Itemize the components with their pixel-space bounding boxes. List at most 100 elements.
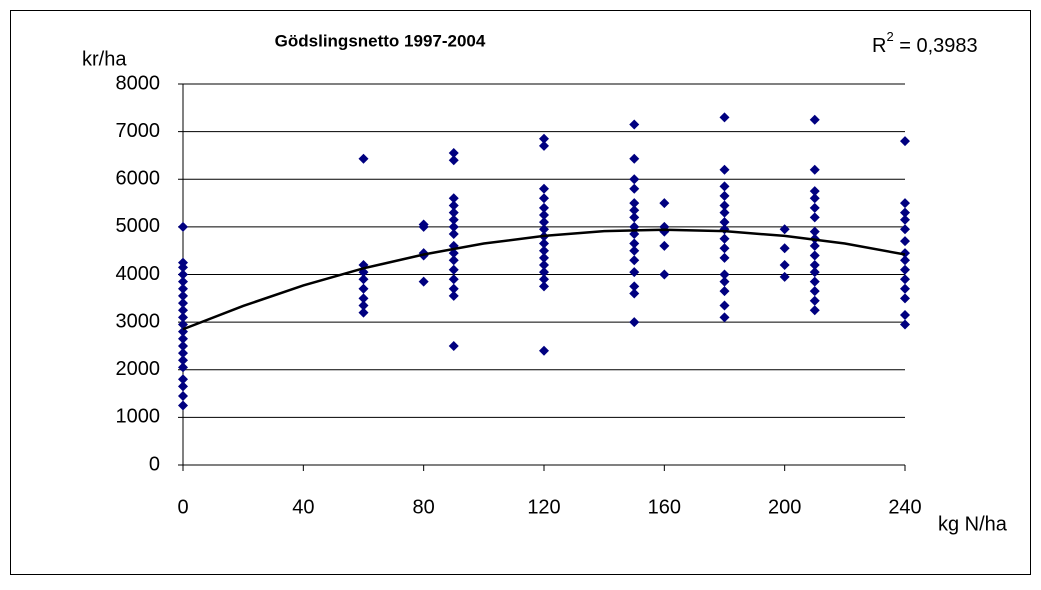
scatter-point: [629, 317, 640, 328]
y-tick-label: 1000: [116, 406, 161, 428]
scatter-point: [178, 262, 188, 273]
scatter-point: [539, 238, 549, 249]
scatter-point: [539, 202, 549, 213]
x-tick-label: 0: [177, 496, 188, 518]
scatter-point: [629, 174, 640, 185]
scatter-point: [809, 164, 820, 175]
y-axis-label: kr/ha: [82, 48, 127, 70]
scatter-point: [358, 274, 369, 285]
scatter-point: [779, 243, 790, 254]
scatter-point: [809, 240, 820, 251]
x-tick-label: 200: [768, 496, 801, 518]
scatter-point: [358, 307, 369, 318]
r-superscript: 2: [886, 29, 893, 44]
scatter-point: [719, 207, 730, 218]
scatter-point: [178, 362, 188, 373]
chart-border: [10, 10, 1031, 575]
scatter-point: [900, 214, 910, 225]
scatter-point: [178, 312, 188, 323]
scatter-point: [448, 193, 459, 204]
y-tick-label: 7000: [116, 120, 161, 142]
scatter-point: [539, 209, 549, 220]
scatter-point: [448, 264, 459, 275]
scatter-point: [809, 267, 820, 278]
scatter-point: [629, 267, 640, 278]
scatter-point: [719, 181, 730, 192]
scatter-point: [448, 283, 459, 294]
scatter-point: [178, 298, 188, 309]
scatter-point: [539, 193, 549, 204]
scatter-point: [900, 293, 910, 304]
scatter-point: [629, 198, 640, 209]
chart-title: Gödslingsnetto 1997-2004: [275, 31, 486, 50]
x-tick-label: 80: [413, 496, 435, 518]
x-tick-label: 40: [292, 496, 314, 518]
scatter-point: [629, 281, 640, 292]
scatter-point: [900, 309, 910, 320]
r-value: = 0,3983: [894, 35, 978, 57]
scatter-point: [659, 240, 670, 251]
scatter-point: [719, 200, 730, 211]
y-tick-label: 4000: [116, 263, 161, 285]
scatter-point: [900, 319, 910, 330]
scatter-point: [900, 236, 910, 247]
scatter-point: [448, 200, 459, 211]
scatter-point: [809, 259, 820, 270]
scatter-point: [629, 255, 640, 266]
scatter-point: [719, 276, 730, 287]
scatter-point: [659, 269, 670, 280]
scatter-point: [809, 114, 820, 125]
y-tick-label: 5000: [116, 215, 161, 237]
scatter-point: [448, 290, 459, 301]
scatter-point: [539, 252, 549, 263]
scatter-point: [539, 183, 549, 194]
scatter-point: [629, 183, 640, 194]
scatter-point: [809, 305, 820, 316]
scatter-point: [178, 381, 188, 392]
scatter-point: [719, 190, 730, 201]
y-tick-label: 3000: [116, 310, 161, 332]
y-tick-label: 8000: [116, 72, 161, 94]
x-axis-label: kg N/ha: [938, 513, 1008, 535]
scatter-point: [809, 295, 820, 306]
scatter-point: [809, 250, 820, 261]
trend-line: [182, 228, 906, 331]
scatter-point: [539, 259, 549, 270]
scatter-point: [448, 221, 459, 232]
scatter-point: [900, 224, 910, 235]
scatter-point: [900, 136, 910, 147]
scatter-point: [178, 305, 188, 316]
scatter-point: [418, 276, 429, 287]
scatter-point: [539, 140, 549, 151]
scatter-point: [809, 276, 820, 287]
y-tick-label: 6000: [116, 168, 161, 190]
scatter-point: [448, 255, 459, 266]
scatter-point: [719, 312, 730, 323]
scatter-point: [659, 198, 670, 209]
x-tick-label: 160: [648, 496, 681, 518]
scatter-point: [629, 238, 640, 249]
scatter-point: [448, 274, 459, 285]
scatter-point: [719, 269, 730, 280]
scatter-point: [629, 245, 640, 256]
scatter-point: [178, 283, 188, 294]
scatter-point: [779, 224, 790, 235]
scatter-point: [448, 207, 459, 218]
scatter-point: [448, 229, 459, 240]
scatter-point: [539, 274, 549, 285]
scatter-point: [178, 290, 188, 301]
scatter-point: [629, 205, 640, 216]
scatter-point: [900, 198, 910, 209]
scatter-point: [178, 333, 188, 344]
scatter-point: [448, 214, 459, 225]
scatter-point: [779, 259, 790, 270]
scatter-point: [178, 400, 188, 411]
scatter-point: [178, 221, 188, 232]
scatter-point: [629, 119, 640, 130]
scatter-point: [629, 212, 640, 223]
scatter-point: [809, 186, 820, 197]
scatter-point: [358, 283, 369, 294]
scatter-point: [809, 286, 820, 297]
scatter-point: [448, 155, 459, 166]
